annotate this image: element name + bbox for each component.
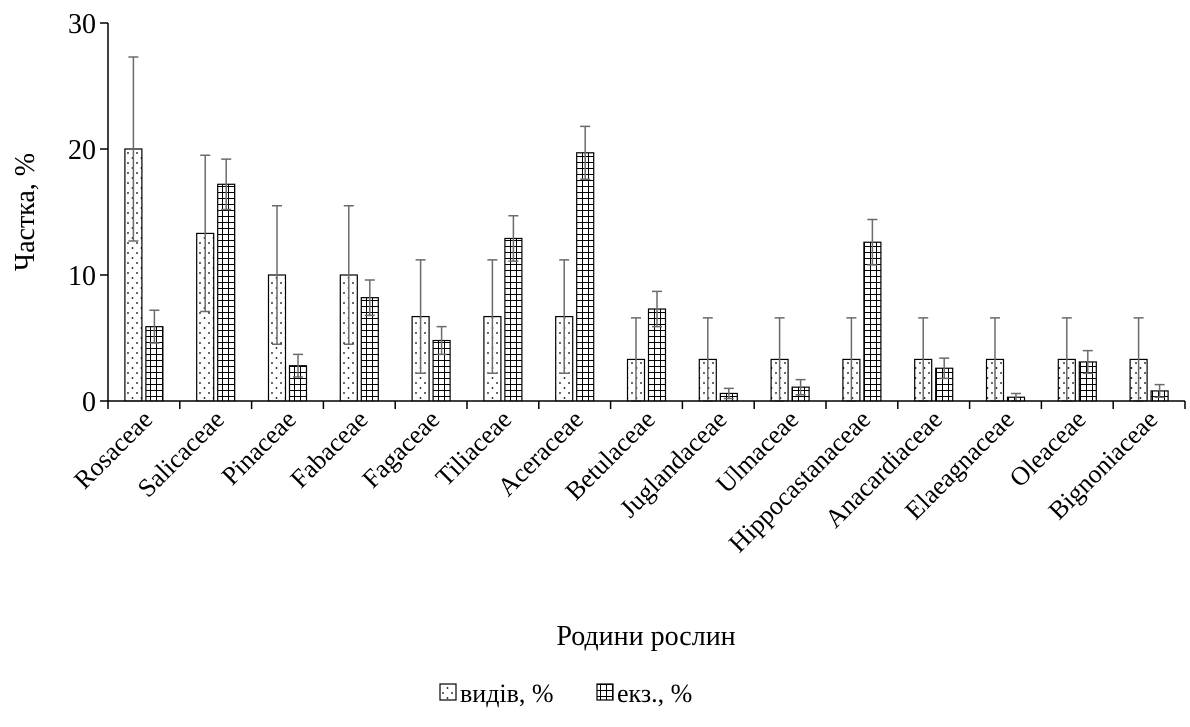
error-bar [272, 204, 282, 346]
error-bar [867, 218, 878, 266]
error-bar [149, 309, 160, 344]
error-bar [364, 279, 375, 317]
error-bar [1082, 349, 1093, 375]
error-bar [580, 125, 591, 180]
legend-label: екз., % [617, 679, 692, 708]
error-bar [487, 259, 498, 375]
y-tick-label: 0 [82, 387, 96, 418]
y-axis: 0 10 20 30 [68, 9, 109, 418]
x-axis-title: Родини рослин [556, 621, 735, 652]
bars [124, 148, 1169, 402]
error-bar [723, 387, 734, 400]
error-bar [221, 158, 232, 211]
bar-specimens [217, 183, 236, 402]
error-bar [508, 215, 519, 262]
error-bar [795, 378, 806, 396]
error-bar [559, 259, 570, 375]
error-bar [415, 259, 426, 375]
error-bar [1154, 383, 1165, 398]
legend-swatch [596, 683, 614, 701]
bar-specimens [576, 152, 595, 402]
legend-label: видів, % [460, 679, 554, 708]
bar-specimens [863, 241, 882, 402]
error-bar [343, 204, 354, 346]
x-tick-label: Fabaceae [285, 405, 374, 494]
error-bar [128, 56, 139, 242]
y-tick-label: 30 [68, 9, 96, 40]
bar-specimens [504, 237, 523, 402]
error-bar [293, 353, 303, 378]
error-bar [652, 290, 662, 328]
error-bar [200, 154, 211, 313]
error-bar [939, 357, 950, 380]
x-tick-label: Fagaceae [356, 405, 445, 494]
legend-swatch [439, 683, 457, 701]
y-tick-label: 10 [68, 261, 96, 292]
x-axis: RosaceaeSalicaceaePinaceaeFabaceaeFagace… [68, 400, 1186, 558]
y-tick-label: 20 [68, 135, 96, 166]
y-axis-title: Частка, % [10, 153, 41, 271]
error-bar [436, 325, 447, 356]
legend: видів, % екз., % [439, 679, 692, 708]
